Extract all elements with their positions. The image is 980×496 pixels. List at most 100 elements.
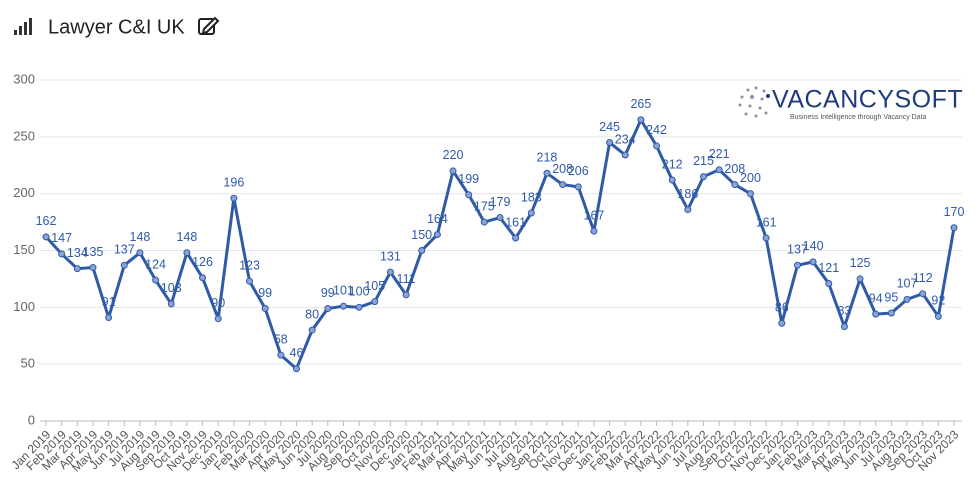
value-label: 107 [897,277,918,291]
value-label: 124 [145,257,166,271]
data-point [386,268,394,276]
data-point [339,302,347,310]
value-label: 46 [290,346,304,360]
value-label: 265 [630,97,651,111]
data-point [731,181,739,189]
value-label: 147 [51,231,72,245]
logo: VACANCYSOFT [772,86,963,114]
value-label: 167 [584,208,605,222]
value-label: 199 [458,172,479,186]
data-point [621,151,629,159]
data-point [152,276,160,284]
data-point [700,173,708,181]
data-point [89,264,97,272]
data-point [637,116,645,124]
data-point [559,181,567,189]
data-point [183,249,191,257]
data-point [246,277,254,285]
value-label: 183 [521,190,542,204]
value-label: 234 [615,132,636,146]
value-label: 175 [474,199,495,213]
data-point [684,206,692,214]
data-point [653,142,661,150]
value-label: 111 [397,272,416,286]
value-label: 242 [646,123,667,137]
value-label: 99 [258,286,272,300]
value-label: 137 [787,243,808,257]
data-point [136,249,144,257]
chart-icon [14,18,32,35]
value-label: 101 [333,283,354,297]
y-tick-label: 150 [13,242,35,257]
value-label: 125 [850,256,871,270]
y-tick-label: 0 [28,412,35,427]
data-point [292,365,300,373]
value-label: 90 [211,296,225,310]
data-point [872,310,880,318]
value-label: 137 [114,243,135,257]
value-label: 134 [67,246,88,260]
data-point [199,274,207,282]
value-label: 170 [944,205,965,219]
value-label: 218 [537,151,558,165]
data-point [73,265,81,273]
value-label: 208 [724,162,745,176]
value-label: 123 [239,258,260,272]
data-point [42,233,50,241]
value-label: 208 [552,162,573,176]
y-tick-label: 300 [13,71,35,86]
y-tick-label: 50 [21,356,35,371]
data-point [527,209,535,217]
value-label: 148 [176,230,197,244]
data-point [230,194,238,202]
value-label: 91 [102,295,116,309]
logo-tagline: Business Intelligence through Vacancy Da… [790,114,927,121]
logo-dots [738,86,770,118]
value-label: 135 [83,245,104,259]
value-label: 121 [818,261,839,275]
data-point [825,279,833,287]
data-point [919,290,927,298]
value-label: 206 [568,164,589,178]
data-point [887,309,895,317]
data-point [715,166,723,174]
value-label: 164 [427,212,448,226]
value-label: 83 [837,304,851,318]
data-point [590,227,598,235]
value-label: 94 [869,291,883,305]
data-point [574,183,582,191]
value-label: 131 [380,249,401,263]
value-label: 86 [775,301,789,315]
value-label: 162 [36,214,57,228]
data-point [778,319,786,327]
value-label: 126 [192,255,213,269]
data-point [167,300,175,308]
data-point [324,304,332,312]
data-point [120,261,128,269]
value-label: 92 [931,294,945,308]
value-label: 80 [305,307,319,321]
value-label: 186 [677,187,698,201]
data-point [449,167,457,175]
value-label: 212 [662,157,683,171]
data-point [308,326,316,334]
value-label: 105 [364,279,385,293]
data-point [105,314,113,322]
edit-icon[interactable] [198,16,220,35]
data-point [934,312,942,320]
value-label: 58 [274,332,288,346]
data-point [58,250,66,258]
data-point [809,258,817,266]
value-label: 196 [223,176,244,190]
value-label: 99 [321,286,335,300]
data-point [512,234,520,242]
value-label: 179 [490,195,511,209]
data-point [903,295,911,303]
data-point [543,169,551,177]
value-label: 100 [349,285,370,299]
value-label: 150 [411,228,432,242]
value-label: 245 [599,120,620,134]
value-label: 215 [693,154,714,168]
data-point [762,234,770,242]
value-label: 220 [443,148,464,162]
